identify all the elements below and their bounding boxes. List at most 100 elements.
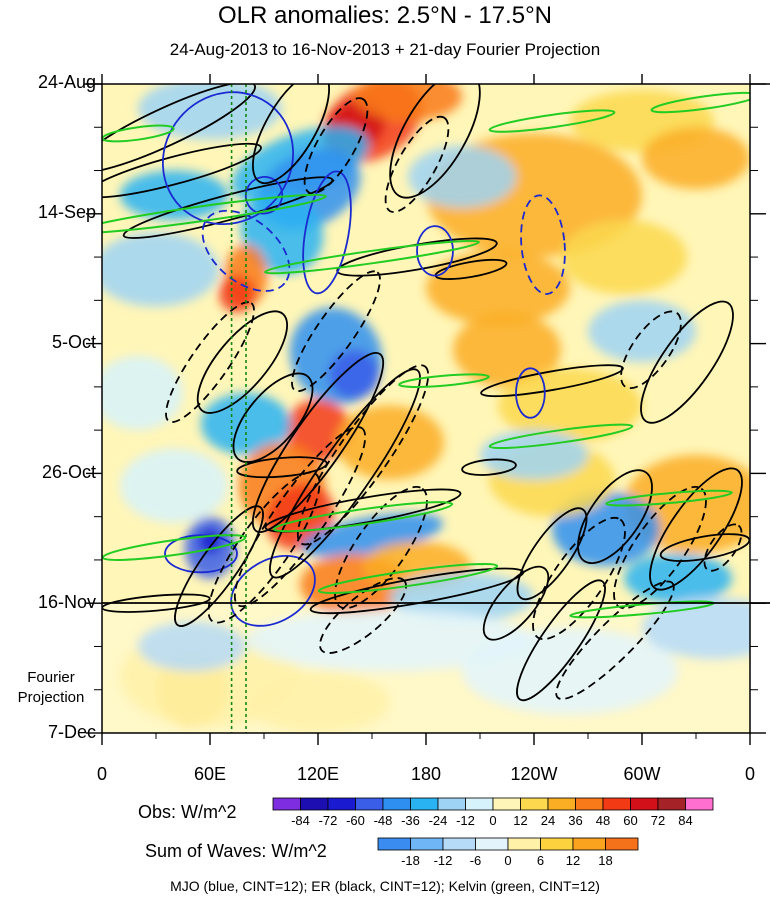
anomaly-patch (138, 621, 246, 672)
colorbar-label: -12 (434, 853, 453, 868)
colorbar-cell (492, 797, 521, 811)
colorbar-label: 84 (678, 813, 692, 828)
olr-anomaly-field (102, 84, 750, 733)
er-contour (102, 142, 262, 199)
colorbar-label: -6 (470, 853, 482, 868)
mjo-contour (164, 534, 238, 574)
vertical-markers (230, 84, 247, 733)
waves-colorbar: -18 -12 -6 0 6 12 18 (377, 837, 639, 868)
obs-colorbar: -84 -72 -60 -48 -36 -24 -12 0 12 24 36 48 60 72 84 (272, 797, 714, 828)
colorbar-label: -24 (429, 813, 448, 828)
colorbar-label: -60 (346, 813, 365, 828)
chart-subtitle: 24-Aug-2013 to 16-Nov-2013 + 21-day Four… (169, 40, 601, 59)
colorbar-label: 36 (568, 813, 582, 828)
anomaly-patch (102, 232, 219, 307)
er-contour (232, 372, 314, 463)
colorbar-cell (572, 837, 606, 851)
colorbar-label: 72 (651, 813, 665, 828)
er-contour (291, 270, 381, 393)
er-contour (296, 364, 430, 546)
colorbar-label: 0 (504, 853, 511, 868)
anomaly-patch (561, 219, 687, 295)
axis-ticks (86, 74, 766, 745)
er-contour (555, 580, 675, 700)
colorbar-cell (602, 797, 631, 811)
colorbar-cell (410, 837, 444, 851)
anomaly-patch (336, 405, 444, 480)
colorbar-label: -84 (291, 813, 310, 828)
colorbar-label: -72 (319, 813, 338, 828)
colorbar-cell (442, 837, 476, 851)
y-tick-label: 24-Aug (37, 72, 96, 92)
er-contour (165, 301, 255, 423)
colorbar-label: -36 (401, 813, 420, 828)
colorbar-label: -48 (374, 813, 393, 828)
colorbar-label: 60 (623, 813, 637, 828)
x-tick-label: 0 (96, 764, 107, 784)
kelvin-contour (264, 239, 480, 275)
chart-title: OLR anomalies: 2.5°N - 17.5°N (217, 2, 552, 29)
anomaly-patch (246, 671, 390, 733)
colorbar-label: -12 (456, 813, 475, 828)
y-tick-label: 14-Sep (37, 202, 96, 222)
colorbar-cell (327, 797, 356, 811)
colorbar-cell (657, 797, 686, 811)
er-contour (640, 300, 734, 424)
er-contour (532, 516, 626, 641)
er-contour (319, 577, 407, 654)
er-contour (269, 368, 421, 579)
er-contour (516, 507, 588, 601)
anomaly-patch (408, 145, 516, 208)
er-contour (252, 84, 330, 185)
anomaly-patch (301, 513, 443, 558)
colorbar-cell (437, 797, 466, 811)
projection-label-line-1: Fourier (27, 669, 75, 686)
x-tick-label: 180 (410, 764, 442, 784)
footnote: MJO (blue, CINT=12); ER (black, CINT=12)… (170, 878, 600, 894)
anomaly-patch (120, 170, 228, 220)
obs-legend-title: Obs: W/m^2 (138, 802, 237, 822)
er-contour (389, 84, 481, 199)
mjo-contour (161, 91, 295, 226)
colorbar-label: 0 (489, 813, 496, 828)
anomaly-patch (328, 349, 380, 400)
er-contour (102, 84, 256, 174)
er-contour (384, 115, 450, 213)
colorbar-label: 6 (537, 853, 544, 868)
colorbar-cell (272, 797, 301, 811)
kelvin-contour (488, 109, 616, 133)
colorbar-cell (575, 797, 604, 811)
colorbar-cell (465, 797, 494, 811)
kelvin-contour (102, 193, 327, 234)
er-contour (122, 176, 334, 239)
colorbar-label: 12 (513, 813, 527, 828)
er-contour (620, 310, 682, 390)
mjo-contour (302, 170, 352, 295)
kelvin-contour (317, 562, 499, 594)
y-tick-label: 7-Dec (47, 722, 96, 742)
anomaly-patch (120, 448, 228, 523)
colorbar-cell (507, 837, 541, 851)
mjo-contour (230, 554, 316, 627)
colorbar-cell (605, 837, 639, 851)
projection-label-line-2: Projection (17, 689, 85, 706)
colorbar-label: 48 (596, 813, 610, 828)
colorbar-cell (475, 837, 509, 851)
anomaly-patch (462, 627, 678, 715)
x-tick-label: 60E (193, 764, 227, 784)
er-contour (207, 471, 321, 624)
colorbar-cell (540, 837, 574, 851)
er-contour (264, 488, 462, 533)
kelvin-contour (398, 373, 490, 388)
er-contour (196, 310, 289, 414)
colorbar-cell (630, 797, 659, 811)
er-contour (516, 579, 606, 702)
colorbar-cell (520, 797, 549, 811)
kelvin-contour (605, 489, 733, 507)
colorbar-cell (300, 797, 329, 811)
colorbar-cell (685, 797, 714, 811)
colorbar-cell (410, 797, 439, 811)
colorbar-label: -18 (401, 853, 420, 868)
colorbar-label: 24 (541, 813, 555, 828)
